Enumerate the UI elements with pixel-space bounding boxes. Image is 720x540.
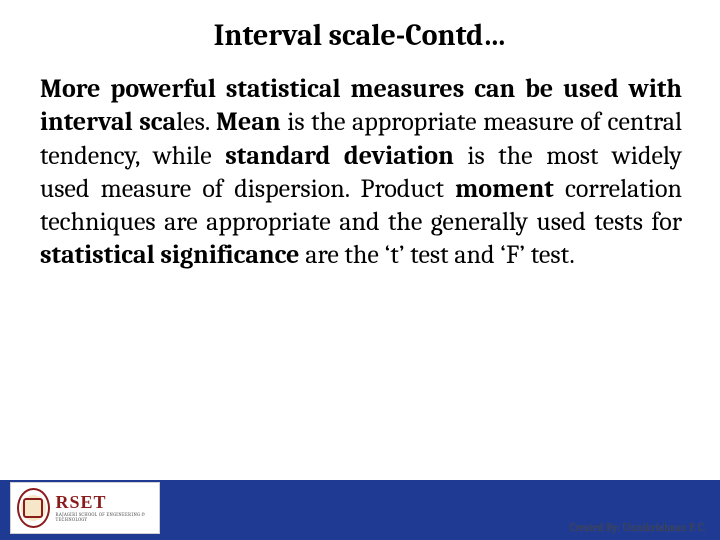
logo-sub-text: RAJAGIRI SCHOOL OF ENGINEERING & TECHNOL… (56, 513, 153, 523)
body-bold-run: standard deviation (225, 141, 467, 171)
body-text-run: are the ‘t’ test and ‘F’ test. (300, 240, 575, 270)
logo-text: RSET RAJAGIRI SCHOOL OF ENGINEERING & TE… (56, 493, 153, 523)
logo-main-text: RSET (56, 493, 153, 511)
body-text-run: les. (176, 107, 216, 137)
credit-text: Created By: Unnikrishnan P. C. (569, 521, 706, 534)
seal-icon (17, 488, 50, 528)
institution-logo: RSET RAJAGIRI SCHOOL OF ENGINEERING & TE… (10, 482, 160, 534)
slide-title: Interval scale-Contd… (0, 0, 720, 73)
slide-body: More powerful statistical measures can b… (0, 73, 720, 273)
body-bold-run: moment (455, 174, 554, 204)
body-bold-run: statistical significance (40, 240, 300, 270)
body-bold-run: Mean (216, 107, 281, 137)
footer-bar: RSET RAJAGIRI SCHOOL OF ENGINEERING & TE… (0, 480, 720, 540)
